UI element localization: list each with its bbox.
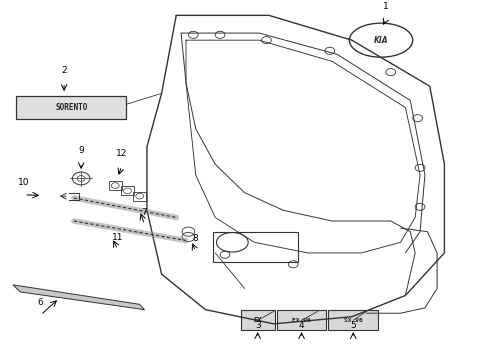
Text: EX: EX (253, 317, 262, 323)
FancyBboxPatch shape (16, 96, 126, 119)
Text: 9: 9 (78, 146, 84, 155)
Text: 2: 2 (61, 66, 67, 75)
Text: EX V6: EX V6 (292, 318, 310, 323)
Text: 5: 5 (349, 321, 355, 330)
Text: 4: 4 (298, 321, 304, 330)
Text: 10: 10 (19, 178, 30, 187)
Text: SX V6: SX V6 (343, 318, 362, 323)
Text: 8: 8 (192, 234, 198, 243)
Text: SORENTO: SORENTO (55, 103, 87, 112)
Text: 1: 1 (382, 2, 388, 11)
FancyBboxPatch shape (277, 310, 326, 330)
Text: 12: 12 (116, 149, 127, 158)
Text: KIA: KIA (373, 36, 387, 45)
Text: 11: 11 (112, 233, 123, 242)
Text: 6: 6 (38, 298, 43, 307)
FancyBboxPatch shape (328, 310, 377, 330)
Polygon shape (13, 285, 144, 310)
Text: 7: 7 (142, 208, 147, 217)
FancyBboxPatch shape (240, 310, 275, 330)
Bar (212, 231, 298, 262)
Text: 3: 3 (254, 321, 260, 330)
